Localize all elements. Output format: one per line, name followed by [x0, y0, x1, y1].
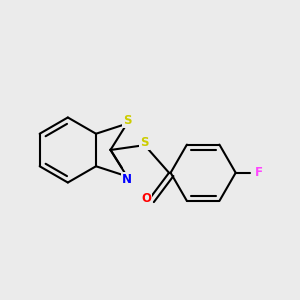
Text: N: N — [122, 172, 132, 186]
Text: S: S — [123, 114, 131, 128]
Text: S: S — [140, 136, 149, 149]
Text: F: F — [255, 166, 263, 179]
Text: O: O — [141, 192, 151, 205]
